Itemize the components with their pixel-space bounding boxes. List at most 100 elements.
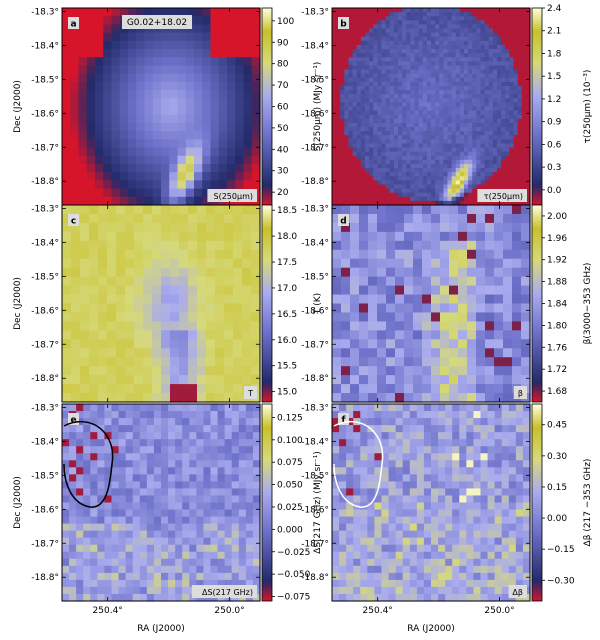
heatmap-cell — [83, 516, 91, 525]
heatmap-cell — [410, 32, 416, 38]
heatmap-cell — [467, 384, 477, 394]
heatmap-cell — [480, 98, 486, 103]
heatmap-cell — [431, 339, 441, 349]
heatmap-cell — [418, 94, 424, 99]
heatmap-cell — [521, 85, 527, 91]
heatmap-cell — [422, 184, 428, 190]
heatmap-cell — [69, 481, 77, 490]
heatmap-cell — [89, 231, 99, 242]
heatmap-cell — [125, 551, 134, 560]
heatmap-cell — [224, 432, 233, 440]
heatmap-cell — [476, 98, 482, 103]
heatmap-cell — [410, 53, 416, 58]
heatmap-cell — [80, 276, 90, 287]
heatmap-cell — [389, 139, 395, 145]
heatmap-cell — [402, 147, 407, 153]
heatmap-cell — [431, 53, 436, 58]
heatmap-cell — [410, 90, 416, 95]
heatmap-cell — [95, 24, 104, 34]
heatmap-cell — [443, 24, 449, 30]
heatmap-cell — [352, 180, 358, 186]
heatmap-cell — [480, 106, 486, 112]
heatmap-cell — [346, 495, 354, 504]
heatmap-cell — [169, 49, 179, 58]
heatmap-cell — [177, 114, 187, 124]
heatmap-cell — [360, 131, 366, 136]
heatmap-cell — [353, 572, 361, 581]
heatmap-cell — [210, 73, 220, 83]
heatmap-cell — [189, 425, 197, 433]
heatmap-cell — [143, 339, 153, 349]
heatmap-cell — [90, 418, 98, 426]
heatmap-cell — [464, 176, 469, 181]
heatmap-cell — [501, 106, 506, 112]
heatmap-cell — [359, 339, 369, 349]
heatmap-cell — [480, 24, 486, 30]
heatmap-cell — [485, 249, 495, 260]
heatmap-cell — [402, 155, 407, 161]
heatmap-cell — [488, 77, 494, 83]
colorbar-tick-label: 1.68 — [547, 387, 567, 397]
heatmap-cell — [161, 258, 171, 269]
heatmap-cell — [368, 240, 378, 251]
heatmap-cell — [350, 357, 360, 367]
heatmap-cell — [203, 516, 212, 525]
heatmap-cell — [488, 176, 494, 181]
panel-b: bτ(250μm)-18.3°-18.4°-18.5°-18.6°-18.7°-… — [301, 4, 593, 206]
heatmap-cell — [365, 57, 370, 62]
heatmap-cell — [377, 393, 387, 403]
heatmap-cell — [369, 139, 374, 145]
heatmap-cell — [476, 131, 482, 136]
heatmap-cell — [505, 28, 510, 34]
heatmap-cell — [404, 375, 414, 385]
heatmap-cell — [492, 102, 498, 108]
heatmap-cell — [468, 69, 473, 75]
heatmap-cell — [525, 90, 531, 95]
heatmap-cell — [501, 12, 506, 17]
heatmap-cell — [62, 16, 71, 26]
heatmap-cell — [381, 151, 387, 157]
heatmap-cell — [83, 509, 91, 518]
heatmap-cell — [476, 151, 482, 157]
heatmap-cell — [501, 40, 506, 46]
heatmap-cell — [360, 184, 366, 190]
heatmap-cell — [492, 151, 498, 157]
heatmap-cell — [431, 151, 436, 157]
heatmap-cell — [218, 155, 228, 165]
heatmap-cell — [406, 61, 411, 67]
heatmap-cell — [406, 85, 411, 91]
heatmap-cell — [459, 28, 465, 34]
heatmap-cell — [245, 404, 254, 412]
heatmap-cell — [422, 231, 432, 242]
heatmap-cell — [210, 523, 219, 532]
heatmap-cell — [472, 122, 477, 128]
heatmap-cell — [517, 12, 523, 17]
heatmap-cell — [168, 467, 176, 475]
heatmap-cell — [203, 495, 212, 504]
heatmap-cell — [488, 147, 494, 153]
heatmap-cell — [439, 196, 444, 202]
heatmap-cell — [426, 94, 432, 99]
heatmap-cell — [252, 488, 261, 497]
heatmap-cell — [447, 24, 453, 30]
heatmap-cell — [418, 184, 424, 190]
heatmap-cell — [459, 81, 465, 87]
heatmap-cell — [381, 184, 387, 190]
heatmap-cell — [128, 32, 137, 42]
heatmap-cell — [224, 231, 234, 242]
heatmap-cell — [418, 196, 424, 202]
heatmap-cell — [217, 544, 226, 553]
heatmap-cell — [377, 143, 383, 149]
heatmap-cell — [139, 411, 148, 419]
heatmap-cell — [404, 384, 414, 394]
heatmap-cell — [431, 73, 436, 79]
heatmap-cell — [103, 98, 113, 108]
heatmap-cell — [90, 579, 98, 588]
heatmap-cell — [116, 312, 126, 322]
heatmap-cell — [62, 122, 71, 132]
heatmap-cell — [402, 65, 407, 71]
heatmap-cell — [340, 131, 345, 136]
heatmap-cell — [360, 188, 366, 194]
heatmap-cell — [168, 488, 176, 497]
heatmap-cell — [377, 147, 383, 153]
